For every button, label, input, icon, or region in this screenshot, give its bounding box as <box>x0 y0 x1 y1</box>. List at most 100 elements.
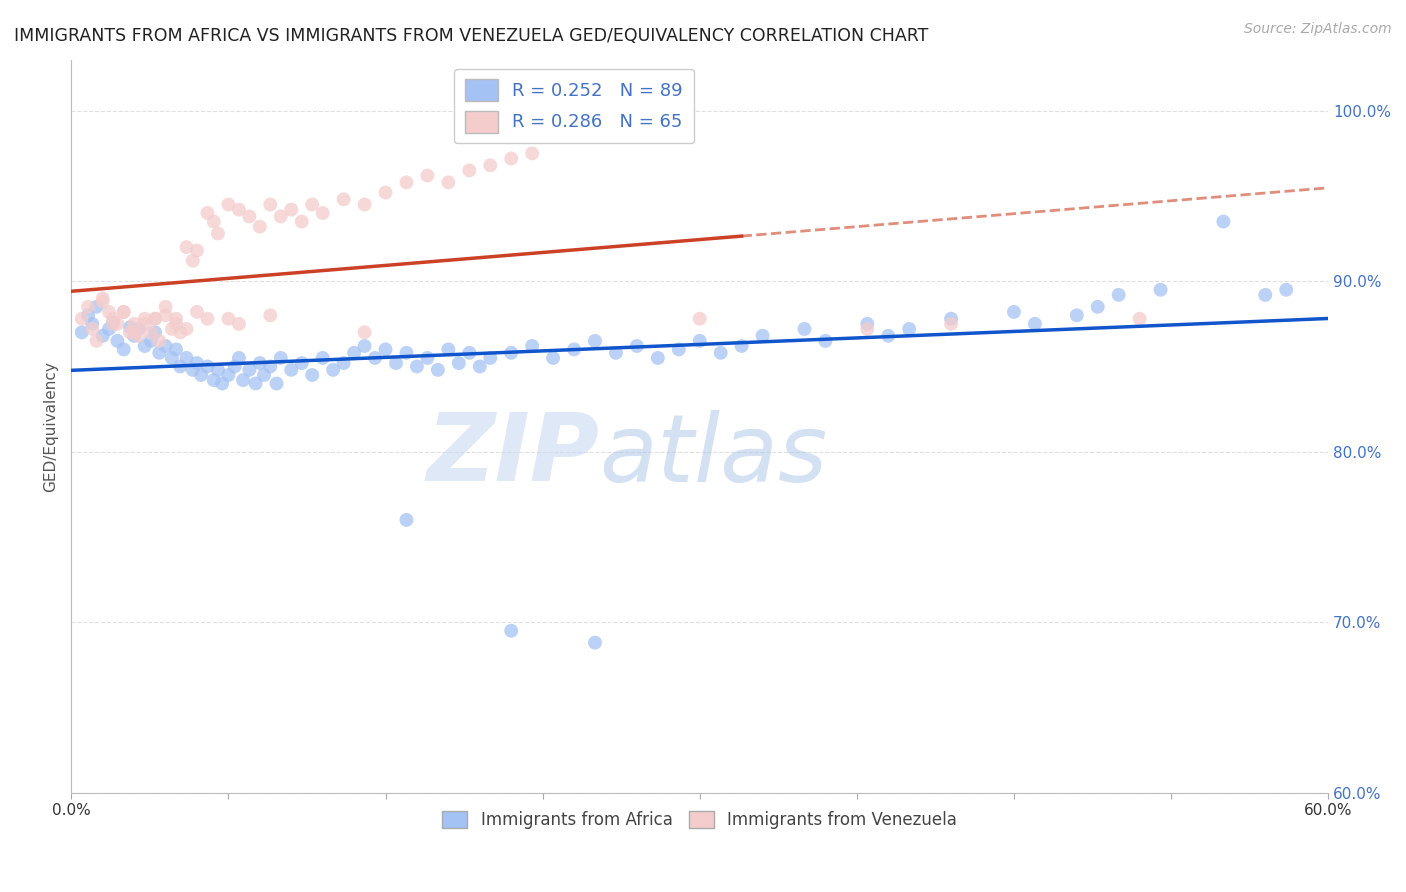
Point <box>312 351 335 365</box>
Point <box>364 351 387 365</box>
Point <box>228 202 250 217</box>
Point <box>280 202 302 217</box>
Point <box>322 363 344 377</box>
Point <box>169 359 191 374</box>
Y-axis label: GED/Equivalency: GED/Equivalency <box>44 360 58 491</box>
Point <box>730 339 752 353</box>
Point <box>134 339 156 353</box>
Point <box>1108 288 1130 302</box>
Point <box>416 169 439 183</box>
Point <box>395 346 418 360</box>
Point <box>217 197 239 211</box>
Point <box>70 311 93 326</box>
Point <box>939 311 962 326</box>
Point <box>118 326 141 340</box>
Point <box>98 322 121 336</box>
Point <box>105 317 128 331</box>
Point <box>148 346 170 360</box>
Point <box>385 356 408 370</box>
Point <box>122 317 145 331</box>
Point <box>814 334 837 348</box>
Point <box>249 356 271 370</box>
Point <box>1024 317 1046 331</box>
Point <box>1002 305 1025 319</box>
Point <box>301 197 323 211</box>
Point <box>605 346 627 360</box>
Point <box>253 368 276 382</box>
Point <box>259 359 281 374</box>
Point <box>202 214 225 228</box>
Point <box>112 305 135 319</box>
Point <box>520 339 543 353</box>
Point <box>312 206 335 220</box>
Point <box>197 206 219 220</box>
Point <box>406 359 429 374</box>
Point <box>181 363 204 377</box>
Point <box>207 227 229 241</box>
Point <box>245 376 267 391</box>
Point <box>468 359 491 374</box>
Point <box>1066 308 1088 322</box>
Point <box>501 346 523 360</box>
Point <box>332 193 354 207</box>
Point <box>217 311 239 326</box>
Point <box>134 311 156 326</box>
Point <box>877 328 900 343</box>
Point <box>122 328 145 343</box>
Point <box>148 334 170 348</box>
Point <box>562 343 585 357</box>
Point <box>91 294 114 309</box>
Point <box>86 300 108 314</box>
Point <box>169 326 191 340</box>
Text: Source: ZipAtlas.com: Source: ZipAtlas.com <box>1244 22 1392 37</box>
Point <box>139 334 162 348</box>
Point <box>224 359 246 374</box>
Point <box>176 240 198 254</box>
Point <box>520 146 543 161</box>
Point <box>458 346 481 360</box>
Point <box>541 351 564 365</box>
Point <box>343 346 366 360</box>
Point <box>710 346 733 360</box>
Point <box>501 624 523 638</box>
Point <box>395 513 418 527</box>
Point <box>856 322 879 336</box>
Point <box>856 317 879 331</box>
Point <box>190 368 212 382</box>
Point <box>437 175 460 189</box>
Point <box>160 322 183 336</box>
Point <box>155 339 177 353</box>
Point <box>353 197 375 211</box>
Point <box>501 152 523 166</box>
Point <box>70 326 93 340</box>
Point <box>207 363 229 377</box>
Point <box>165 311 187 326</box>
Point <box>689 334 711 348</box>
Point <box>181 253 204 268</box>
Point <box>266 376 288 391</box>
Point <box>353 339 375 353</box>
Point <box>374 343 396 357</box>
Point <box>186 305 208 319</box>
Point <box>332 356 354 370</box>
Point <box>118 320 141 334</box>
Point <box>898 322 921 336</box>
Point <box>249 219 271 234</box>
Point <box>127 322 149 336</box>
Point <box>1254 288 1277 302</box>
Point <box>91 291 114 305</box>
Point <box>583 334 606 348</box>
Point <box>647 351 669 365</box>
Point <box>112 343 135 357</box>
Point <box>232 373 254 387</box>
Point <box>176 351 198 365</box>
Point <box>395 175 418 189</box>
Point <box>86 334 108 348</box>
Point <box>291 356 314 370</box>
Point <box>186 244 208 258</box>
Point <box>751 328 773 343</box>
Point <box>202 373 225 387</box>
Point <box>238 210 260 224</box>
Point <box>291 214 314 228</box>
Point <box>270 351 292 365</box>
